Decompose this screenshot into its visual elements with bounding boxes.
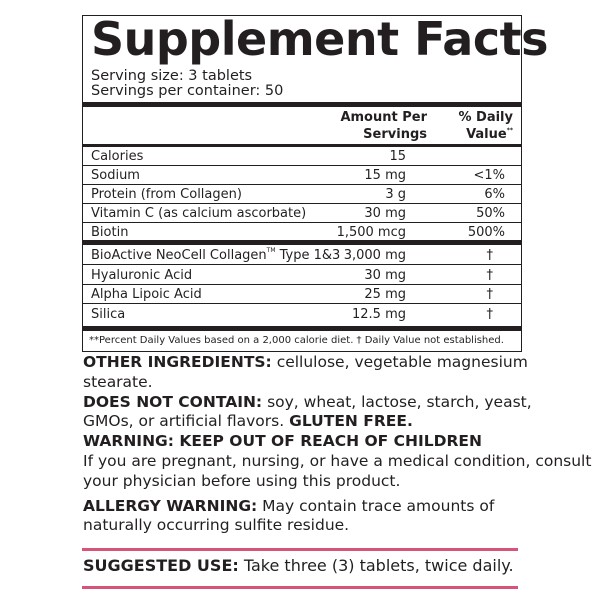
- trademark: TM: [266, 247, 276, 254]
- ingredient-name-text: Alpha Lipoic Acid: [91, 287, 202, 302]
- warning-text: If you are pregnant, nursing, or have a …: [83, 452, 592, 470]
- nutrient-amount: 1,500 mcg: [336, 225, 406, 240]
- suggested-use-text: Take three (3) tablets, twice daily.: [238, 556, 514, 575]
- ingredient-row: Alpha Lipoic Acid 25 mg †: [83, 285, 521, 304]
- dagger-icon: †: [486, 248, 494, 263]
- accent-divider: [82, 586, 518, 589]
- does-not-contain-label: DOES NOT CONTAIN:: [83, 393, 263, 411]
- warning-text-2: your physician before using this product…: [83, 472, 401, 490]
- gluten-free: GLUTEN FREE.: [289, 412, 413, 430]
- nutrient-amount: 3 g: [385, 187, 406, 202]
- nutrient-row: Biotin 1,500 mcg 500%: [83, 223, 521, 242]
- allergy-text: May contain trace amounts of: [257, 497, 495, 515]
- nutrient-name: Calories: [91, 149, 144, 164]
- ingredient-name-suffix: Type 1&3: [275, 248, 341, 263]
- dv-header-line1: % Daily: [458, 110, 513, 125]
- nutrient-name: Biotin: [91, 225, 129, 240]
- ingredient-name: Alpha Lipoic Acid: [91, 285, 202, 304]
- amount-header: Amount Per Servings: [340, 109, 427, 143]
- ingredient-name: Silica: [91, 305, 125, 324]
- nutrient-name: Vitamin C (as calcium ascorbate): [91, 206, 307, 221]
- divider-thick: [83, 240, 521, 245]
- does-not-contain: DOES NOT CONTAIN: soy, wheat, lactose, s…: [83, 392, 532, 412]
- ingredient-amount: 30 mg: [364, 267, 406, 283]
- suggested-use: SUGGESTED USE: Take three (3) tablets, t…: [83, 556, 514, 576]
- allergy-warning: ALLERGY WARNING: May contain trace amoun…: [83, 496, 494, 516]
- suggested-use-label: SUGGESTED USE:: [83, 556, 239, 575]
- other-ingredients-label: OTHER INGREDIENTS:: [83, 353, 272, 371]
- nutrient-amount: 30 mg: [364, 206, 406, 221]
- ingredient-row: BioActive NeoCell CollagenTM Type 1&3 3,0…: [83, 246, 521, 265]
- nutrient-row: Vitamin C (as calcium ascorbate) 30 mg 50%: [83, 204, 521, 223]
- footnote: **Percent Daily Values based on a 2,000 …: [89, 335, 504, 346]
- ingredient-name: BioActive NeoCell CollagenTM Type 1&3: [91, 246, 340, 265]
- dagger-icon: †: [486, 287, 494, 302]
- ingredient-amount: 25 mg: [364, 287, 406, 302]
- nutrient-row: Calories 15: [83, 147, 521, 166]
- nutrient-row: Sodium 15 mg <1%: [83, 166, 521, 185]
- amount-header-line2: Servings: [363, 127, 427, 142]
- does-not-contain-text: soy, wheat, lactose, starch, yeast,: [262, 393, 532, 411]
- divider-thick: [83, 326, 521, 331]
- does-not-contain-2: GMOs, or artificial flavors. GLUTEN FREE…: [83, 411, 413, 431]
- ingredient-name-text: Silica: [91, 306, 126, 322]
- ingredient-name-text: BioActive NeoCell Collagen: [91, 248, 267, 263]
- other-ingredients-text: cellulose, vegetable magnesium: [271, 353, 528, 371]
- other-ingredients-text-2: stearate.: [83, 373, 153, 391]
- ingredient-name-text: Hyaluronic Acid: [91, 267, 193, 283]
- nutrient-amount: 15 mg: [364, 168, 406, 183]
- warning-label: WARNING: KEEP OUT OF REACH OF CHILDREN: [83, 432, 482, 450]
- does-not-contain-text-2: GMOs, or artificial flavors.: [83, 412, 290, 430]
- nutrient-row: Protein (from Collagen) 3 g 6%: [83, 185, 521, 204]
- allergy-text-2: naturally occurring sulfite residue.: [83, 516, 350, 534]
- nutrient-dv: 500%: [467, 225, 505, 240]
- other-ingredients: OTHER INGREDIENTS: cellulose, vegetable …: [83, 352, 528, 372]
- panel-title: Supplement Facts: [91, 12, 549, 66]
- nutrient-dv: <1%: [473, 168, 505, 183]
- divider-medium: [83, 144, 521, 147]
- serving-size: Serving size: 3 tablets: [91, 68, 253, 84]
- nutrient-dv: 6%: [484, 187, 505, 202]
- accent-divider: [82, 548, 518, 551]
- nutrient-amount: 15: [389, 149, 406, 164]
- amount-header-line1: Amount Per: [340, 110, 427, 125]
- divider-thick: [83, 102, 521, 107]
- dv-mark: **: [506, 127, 513, 134]
- ingredient-row: Hyaluronic Acid 30 mg †: [83, 266, 521, 285]
- nutrient-dv: 50%: [476, 206, 505, 221]
- servings-per-container: Servings per container: 50: [91, 83, 284, 99]
- dagger-icon: †: [486, 306, 494, 322]
- ingredient-amount: 3,000 mg: [343, 248, 406, 263]
- dv-header-line2: Value: [466, 127, 507, 142]
- ingredient-name: Hyaluronic Acid: [91, 266, 192, 285]
- nutrient-name: Sodium: [91, 168, 140, 183]
- dv-header: % Daily Value**: [458, 109, 513, 143]
- ingredient-amount: 12.5 mg: [352, 306, 406, 322]
- allergy-label: ALLERGY WARNING:: [83, 497, 258, 515]
- supplement-facts-panel: Supplement Facts Serving size: 3 tablets…: [82, 12, 549, 352]
- dagger-icon: †: [486, 267, 494, 283]
- nutrient-name: Protein (from Collagen): [91, 187, 242, 202]
- ingredient-row: Silica 12.5 mg †: [83, 305, 521, 324]
